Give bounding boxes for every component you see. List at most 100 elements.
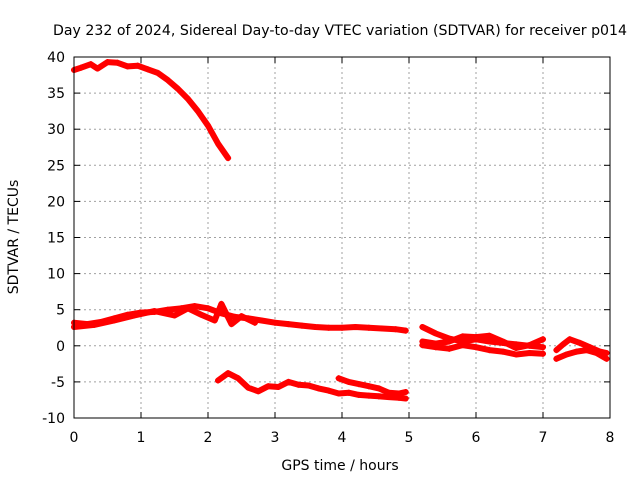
x-tick-label: 4 xyxy=(338,430,347,446)
data-point xyxy=(402,395,409,402)
data-point xyxy=(251,319,258,326)
data-point xyxy=(104,59,111,66)
x-tick-label: 7 xyxy=(539,430,548,446)
data-point xyxy=(171,312,178,319)
data-point xyxy=(576,339,583,346)
data-point xyxy=(486,347,493,354)
data-point xyxy=(459,342,466,349)
y-tick-label: -5 xyxy=(51,375,65,391)
data-point xyxy=(593,350,600,357)
data-point xyxy=(225,370,232,377)
y-tick-label: 0 xyxy=(56,339,65,355)
data-point xyxy=(446,345,453,352)
data-point xyxy=(194,108,201,115)
data-point xyxy=(473,334,479,341)
y-tick-label: 10 xyxy=(47,267,65,283)
data-point xyxy=(365,383,372,390)
data-series-line xyxy=(553,347,610,362)
data-point xyxy=(144,66,151,73)
data-point xyxy=(198,311,205,318)
data-point xyxy=(295,381,302,388)
data-point xyxy=(312,324,319,331)
data-point xyxy=(94,65,101,72)
data-point xyxy=(560,341,567,348)
data-point xyxy=(114,59,121,66)
data-point xyxy=(315,385,322,392)
data-point xyxy=(339,324,345,331)
data-point xyxy=(265,383,272,390)
data-point xyxy=(335,390,342,397)
data-point xyxy=(486,338,493,345)
data-point xyxy=(486,332,493,339)
data-point xyxy=(285,378,292,385)
data-point xyxy=(573,348,580,355)
data-point xyxy=(419,342,426,349)
x-tick-label: 3 xyxy=(271,430,280,446)
data-point xyxy=(446,338,453,345)
data-point xyxy=(215,140,222,147)
data-point xyxy=(164,77,171,84)
data-point xyxy=(432,344,439,351)
data-series-line xyxy=(419,342,546,358)
data-point xyxy=(325,324,332,331)
data-point xyxy=(540,336,546,343)
data-series-line xyxy=(419,332,546,351)
data-point xyxy=(499,348,506,355)
y-tick-label: 25 xyxy=(47,158,65,174)
data-point xyxy=(258,317,265,324)
data-point xyxy=(298,322,305,329)
data-point xyxy=(218,300,225,307)
x-tick-label: 6 xyxy=(472,430,481,446)
y-axis-label: SDTVAR / TECUs xyxy=(6,180,22,295)
data-point xyxy=(402,389,409,396)
data-point xyxy=(184,95,191,102)
y-tick-label: 5 xyxy=(56,303,65,319)
axis-ticks: 0 1 2 3 4 5 6 7 8 -10 -5 0 5 10 15 20 25 30 35 40 xyxy=(42,50,614,446)
data-point xyxy=(513,351,520,358)
data-point xyxy=(174,85,181,92)
chart-title: Day 232 of 2024, Sidereal Day-to-day VTE… xyxy=(53,23,627,39)
data-point xyxy=(235,375,242,382)
data-point xyxy=(419,324,426,331)
grid-lines xyxy=(74,57,610,418)
data-point xyxy=(111,317,118,324)
data-point xyxy=(134,62,141,69)
x-tick-label: 8 xyxy=(606,430,615,446)
data-point xyxy=(526,342,533,349)
x-tick-label: 1 xyxy=(137,430,146,446)
data-point xyxy=(385,389,392,396)
data-point xyxy=(211,317,218,324)
data-point xyxy=(191,303,198,310)
data-point xyxy=(345,389,352,396)
data-point xyxy=(432,330,439,337)
data-point xyxy=(228,321,235,328)
data-point xyxy=(305,382,312,389)
data-point xyxy=(285,321,292,328)
data-point xyxy=(238,313,245,320)
data-point xyxy=(395,390,402,397)
data-point xyxy=(526,350,533,357)
data-point xyxy=(473,344,479,351)
data-point xyxy=(131,312,138,319)
data-point xyxy=(499,338,506,345)
y-tick-label: 15 xyxy=(47,231,65,247)
data-point xyxy=(184,305,191,312)
data-point xyxy=(205,122,211,129)
data-point xyxy=(255,388,262,395)
data-point xyxy=(124,63,131,70)
data-point xyxy=(540,344,546,351)
data-point xyxy=(245,384,252,391)
data-point xyxy=(272,319,278,326)
data-point xyxy=(225,155,232,162)
data-point xyxy=(583,347,590,354)
data-point xyxy=(91,321,98,328)
data-point xyxy=(77,64,84,71)
y-tick-label: 35 xyxy=(47,86,65,102)
x-axis-label: GPS time / hours xyxy=(281,458,398,474)
y-tick-label: 30 xyxy=(47,122,65,138)
data-point xyxy=(513,344,520,351)
data-series xyxy=(71,59,610,402)
plot-frame xyxy=(73,56,611,419)
